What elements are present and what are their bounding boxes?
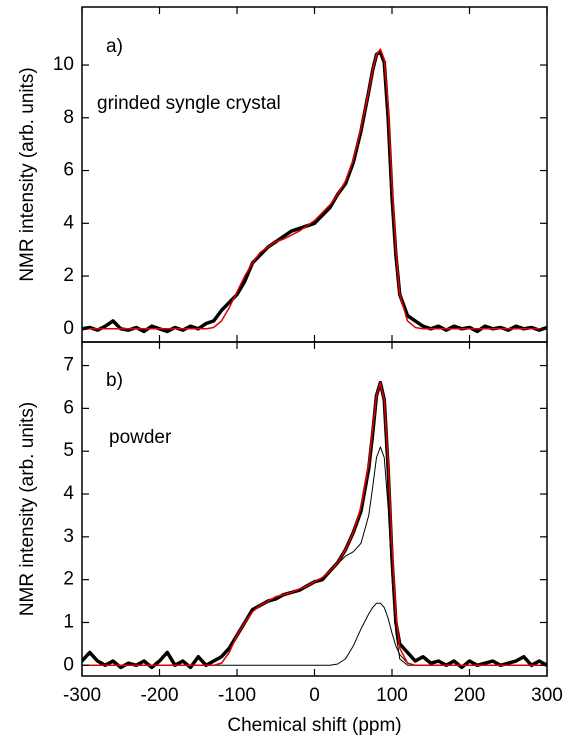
x-axis-label: Chemical shift (ppm) bbox=[227, 715, 401, 736]
line-series bbox=[82, 380, 547, 670]
y-tick-label: 10 bbox=[53, 54, 74, 75]
line-series bbox=[82, 602, 547, 666]
x-tick-label: 100 bbox=[376, 685, 408, 706]
y-tick-label: 0 bbox=[63, 654, 74, 675]
y-tick-label: 6 bbox=[63, 397, 74, 418]
y-tick-label: 5 bbox=[63, 440, 74, 461]
y-tick-label: 1 bbox=[63, 611, 74, 632]
y-tick-label: 3 bbox=[63, 526, 74, 547]
plot-area bbox=[82, 48, 547, 334]
annotation: a) bbox=[106, 36, 123, 57]
annotation: grinded syngle crystal bbox=[97, 93, 281, 114]
y-axis-label: NMR intensity (arb. units) bbox=[17, 402, 38, 616]
line-series bbox=[82, 48, 547, 330]
x-tick-label: -200 bbox=[140, 685, 178, 706]
plot-frame bbox=[81, 341, 548, 677]
y-tick-label: 6 bbox=[63, 160, 74, 181]
x-tick-label: 300 bbox=[531, 685, 563, 706]
annotation: b) bbox=[106, 370, 123, 391]
x-tick-label: -300 bbox=[63, 685, 101, 706]
y-tick-label: 4 bbox=[63, 212, 74, 233]
line-series bbox=[82, 446, 547, 666]
y-tick-label: 2 bbox=[63, 569, 74, 590]
y-tick-label: 2 bbox=[63, 265, 74, 286]
y-tick-label: 7 bbox=[63, 355, 74, 376]
x-tick-label: 0 bbox=[309, 685, 320, 706]
y-tick-label: 0 bbox=[63, 318, 74, 339]
x-tick-label: 200 bbox=[454, 685, 486, 706]
plot-area bbox=[82, 380, 547, 670]
annotation: powder bbox=[109, 427, 172, 448]
plot-frame bbox=[81, 6, 548, 343]
x-tick-label: -100 bbox=[218, 685, 256, 706]
y-axis-label: NMR intensity (arb. units) bbox=[17, 67, 38, 281]
y-tick-label: 8 bbox=[63, 107, 74, 128]
line-series bbox=[82, 381, 547, 667]
y-tick-label: 4 bbox=[63, 483, 74, 504]
